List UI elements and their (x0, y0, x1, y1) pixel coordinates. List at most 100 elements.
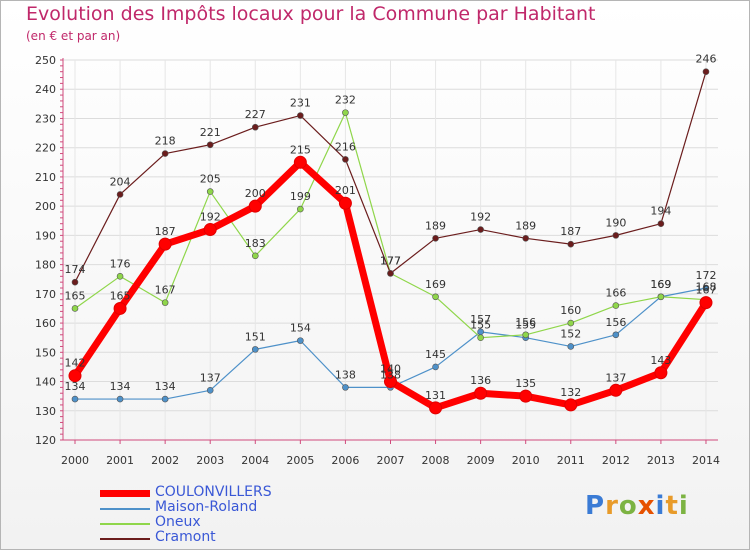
data-point (612, 232, 620, 239)
data-point (474, 386, 488, 400)
data-point (342, 384, 349, 391)
data-label: 194 (650, 205, 671, 218)
x-tick-label: 2002 (151, 454, 179, 467)
data-label: 155 (515, 319, 536, 332)
data-label: 134 (65, 380, 86, 393)
x-tick-label: 2011 (557, 454, 585, 467)
data-point (161, 150, 169, 157)
data-point (71, 395, 79, 403)
y-tick-label: 190 (35, 229, 56, 242)
x-tick-label: 2003 (196, 454, 224, 467)
chart-title: Evolution des Impôts locaux pour la Comm… (26, 3, 596, 25)
data-label: 187 (155, 225, 176, 238)
data-label: 145 (425, 348, 446, 361)
data-label: 189 (425, 219, 446, 232)
data-label: 131 (425, 389, 446, 402)
data-label: 216 (335, 140, 356, 153)
data-label: 190 (605, 216, 626, 229)
x-tick-label: 2007 (376, 454, 404, 467)
data-point (251, 252, 259, 260)
y-tick-label: 170 (35, 288, 56, 301)
data-point (519, 389, 533, 403)
proxiti-logo: Proxiti (585, 491, 689, 521)
data-label: 200 (245, 187, 266, 200)
chart-subtitle: (en € et par an) (26, 29, 121, 43)
data-label: 192 (470, 211, 491, 224)
data-label: 165 (65, 289, 86, 302)
data-label: 246 (695, 53, 716, 66)
data-label: 142 (65, 357, 86, 370)
data-label: 227 (245, 108, 266, 121)
data-point (293, 155, 307, 169)
data-point (342, 109, 349, 116)
data-point (612, 302, 620, 309)
data-label: 189 (515, 219, 536, 232)
data-label: 205 (200, 173, 221, 186)
data-label: 218 (155, 135, 176, 148)
data-point (297, 337, 304, 344)
y-tick-label: 240 (35, 83, 56, 96)
data-label: 155 (470, 319, 491, 332)
y-tick-label: 130 (35, 405, 56, 418)
data-point (161, 299, 169, 306)
data-label: 221 (200, 126, 221, 139)
data-point (116, 191, 124, 198)
legend-label: Oneux (155, 514, 201, 530)
data-label: 151 (245, 330, 266, 343)
data-point (203, 223, 217, 237)
data-label: 152 (560, 327, 581, 340)
data-point (383, 375, 397, 389)
data-label: 199 (290, 190, 311, 203)
data-label: 132 (560, 386, 581, 399)
data-point (432, 363, 439, 371)
data-point (657, 220, 665, 227)
x-tick-label: 2010 (512, 454, 540, 467)
y-tick-label: 200 (35, 200, 56, 213)
data-point (477, 226, 484, 233)
data-point (429, 401, 443, 415)
data-label: 174 (65, 263, 86, 276)
y-tick-label: 140 (35, 376, 56, 389)
data-label: 169 (650, 278, 671, 291)
data-point (116, 273, 124, 280)
data-point (477, 334, 484, 341)
data-point (657, 293, 665, 301)
data-point (522, 331, 530, 339)
x-tick-label: 2006 (331, 454, 359, 467)
data-point (113, 301, 127, 315)
data-point (342, 156, 349, 163)
data-label: 156 (605, 316, 626, 329)
legend-label: COULONVILLERS (155, 484, 272, 500)
data-label: 167 (155, 284, 176, 297)
data-point (71, 278, 79, 286)
data-label: 183 (245, 237, 266, 250)
data-point (161, 395, 169, 403)
y-tick-label: 250 (35, 54, 56, 67)
data-label: 215 (290, 143, 311, 156)
data-label: 138 (380, 368, 401, 381)
data-point (699, 296, 713, 310)
data-label: 192 (200, 211, 221, 224)
legend-swatch (100, 523, 150, 525)
data-label: 177 (380, 254, 401, 267)
data-point (564, 398, 578, 412)
data-label: 167 (695, 284, 716, 297)
x-tick-label: 2001 (106, 454, 134, 467)
y-tick-label: 210 (35, 171, 56, 184)
data-label: 231 (290, 97, 311, 110)
data-label: 232 (335, 94, 356, 107)
data-point (702, 284, 710, 292)
x-tick-label: 2009 (467, 454, 495, 467)
y-tick-label: 230 (35, 112, 56, 125)
data-point (206, 387, 214, 394)
data-label: 136 (470, 374, 491, 387)
data-point (387, 270, 394, 277)
data-label: 168 (695, 281, 716, 294)
x-tick-label: 2008 (422, 454, 450, 467)
data-point (567, 319, 575, 327)
y-tick-label: 120 (35, 434, 56, 447)
data-label: 154 (290, 322, 311, 335)
data-label: 169 (425, 278, 446, 291)
legend-swatch (100, 490, 150, 497)
